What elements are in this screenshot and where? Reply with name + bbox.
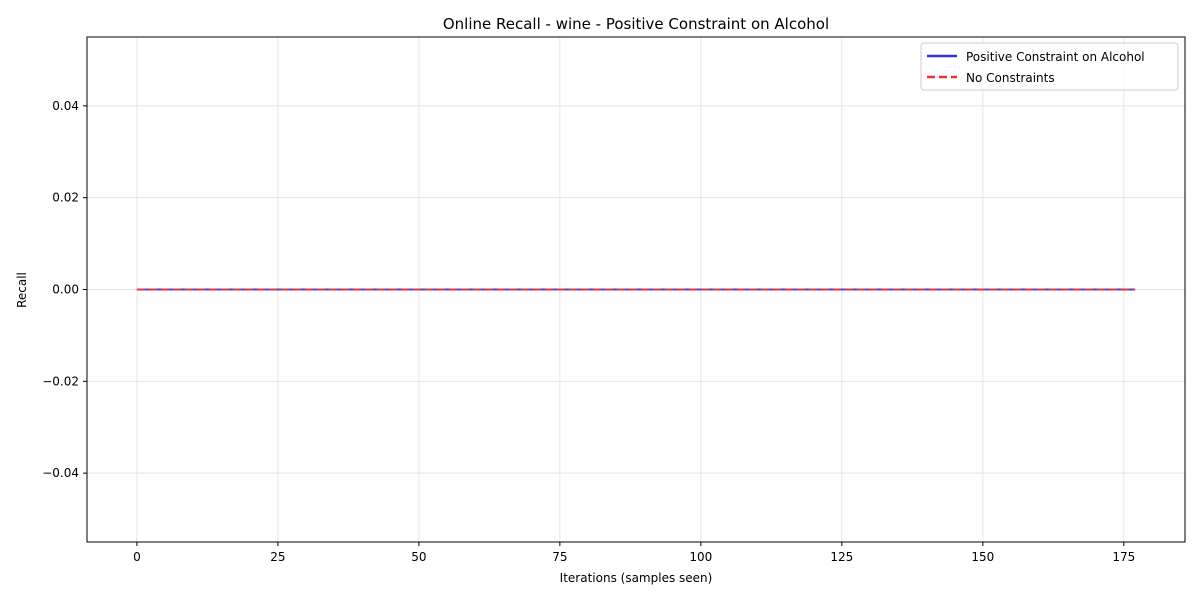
legend-label-positive-constraint: Positive Constraint on Alcohol (966, 50, 1145, 64)
x-tick-label: 175 (1112, 550, 1135, 564)
x-tick-label: 150 (971, 550, 994, 564)
legend-label-no-constraints: No Constraints (966, 71, 1055, 85)
y-axis-ticks: −0.04 −0.02 0.00 0.02 0.04 (42, 99, 87, 480)
y-tick-label: 0.04 (52, 99, 79, 113)
y-axis-title: Recall (15, 272, 29, 308)
x-tick-label: 75 (552, 550, 567, 564)
y-tick-label: 0.02 (52, 191, 79, 205)
y-tick-label: −0.04 (42, 466, 79, 480)
x-axis-ticks: 0 25 50 75 100 125 150 175 (133, 542, 1135, 564)
x-axis-title: Iterations (samples seen) (560, 571, 713, 585)
x-tick-label: 50 (411, 550, 426, 564)
x-tick-label: 0 (133, 550, 141, 564)
chart-title: Online Recall - wine - Positive Constrai… (443, 15, 829, 33)
legend: Positive Constraint on Alcohol No Constr… (920, 42, 1179, 91)
legend-box (920, 42, 1179, 91)
y-tick-label: 0.00 (52, 283, 79, 297)
x-tick-label: 125 (830, 550, 853, 564)
y-tick-label: −0.02 (42, 374, 79, 388)
x-tick-label: 25 (270, 550, 285, 564)
x-tick-label: 100 (689, 550, 712, 564)
